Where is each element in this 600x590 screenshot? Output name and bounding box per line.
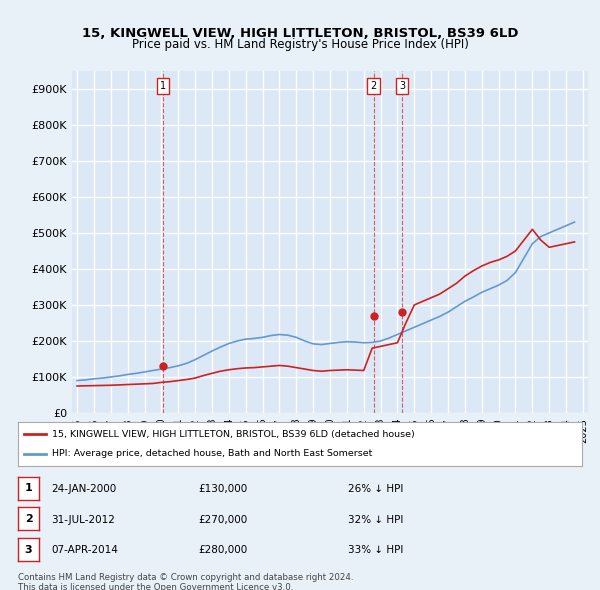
Text: £280,000: £280,000 [198, 545, 247, 555]
Text: 26% ↓ HPI: 26% ↓ HPI [348, 484, 403, 494]
Text: 15, KINGWELL VIEW, HIGH LITTLETON, BRISTOL, BS39 6LD (detached house): 15, KINGWELL VIEW, HIGH LITTLETON, BRIST… [52, 430, 415, 439]
Text: 33% ↓ HPI: 33% ↓ HPI [348, 545, 403, 555]
Text: £130,000: £130,000 [198, 484, 247, 494]
Text: 1: 1 [25, 483, 32, 493]
Point [397, 307, 407, 317]
Text: 15, KINGWELL VIEW, HIGH LITTLETON, BRISTOL, BS39 6LD: 15, KINGWELL VIEW, HIGH LITTLETON, BRIST… [82, 27, 518, 40]
Text: 32% ↓ HPI: 32% ↓ HPI [348, 514, 403, 525]
Text: HPI: Average price, detached house, Bath and North East Somerset: HPI: Average price, detached house, Bath… [52, 449, 372, 458]
Text: Price paid vs. HM Land Registry's House Price Index (HPI): Price paid vs. HM Land Registry's House … [131, 38, 469, 51]
Point [369, 311, 379, 320]
Point [158, 362, 167, 371]
Text: 3: 3 [399, 81, 405, 91]
Text: 3: 3 [25, 545, 32, 555]
Text: 31-JUL-2012: 31-JUL-2012 [51, 514, 115, 525]
Text: 2: 2 [370, 81, 377, 91]
Text: 24-JAN-2000: 24-JAN-2000 [51, 484, 116, 494]
Text: 2: 2 [25, 514, 32, 524]
Text: 1: 1 [160, 81, 166, 91]
Text: 07-APR-2014: 07-APR-2014 [51, 545, 118, 555]
Text: Contains HM Land Registry data © Crown copyright and database right 2024.
This d: Contains HM Land Registry data © Crown c… [18, 573, 353, 590]
Text: £270,000: £270,000 [198, 514, 247, 525]
